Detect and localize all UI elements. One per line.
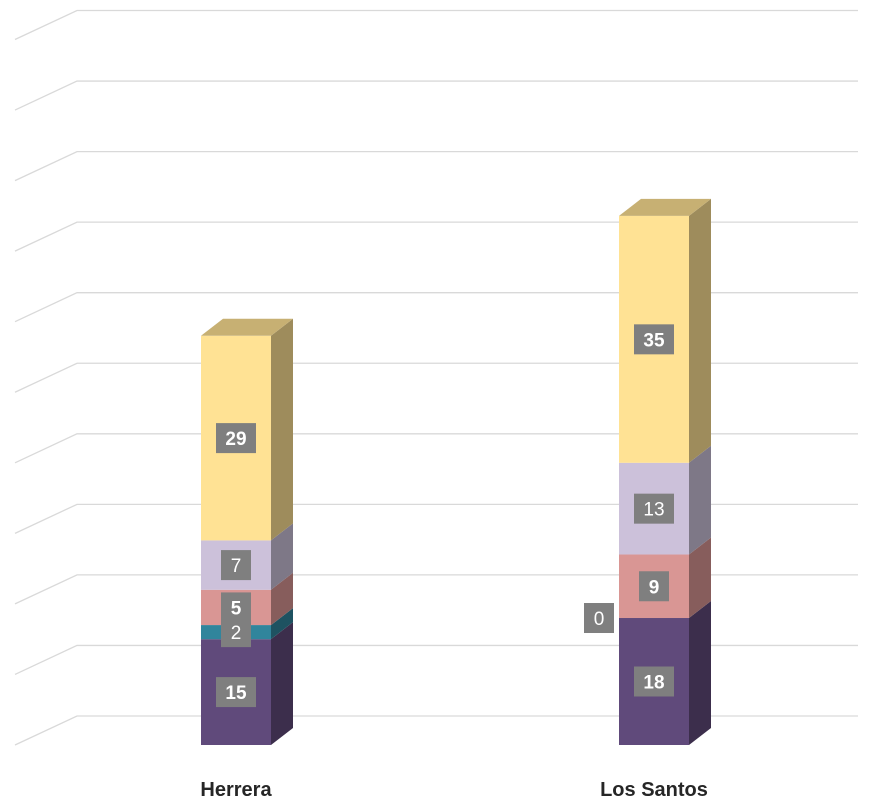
bars bbox=[201, 198, 711, 745]
data-label-box bbox=[221, 550, 251, 581]
bar-side bbox=[689, 445, 711, 555]
bar-side bbox=[271, 608, 293, 640]
bar-side bbox=[689, 601, 711, 745]
gridline bbox=[14, 9, 858, 41]
gridline bbox=[14, 221, 858, 252]
data-label-box bbox=[634, 324, 674, 355]
gridline bbox=[14, 362, 858, 393]
data-label: 7 bbox=[231, 556, 242, 577]
data-label: 29 bbox=[225, 429, 246, 450]
data-label: 5 bbox=[231, 598, 242, 619]
category-label-los-santos: Los Santos bbox=[600, 779, 708, 801]
data-label-box bbox=[221, 592, 251, 623]
data-labels: 15 2 5 7 29 18 0 9 13 35 bbox=[216, 324, 674, 708]
data-label-box bbox=[634, 493, 674, 524]
category-labels: Herrera Los Santos bbox=[200, 779, 707, 801]
gridline bbox=[14, 644, 858, 676]
bar-side bbox=[271, 318, 293, 541]
data-label: 15 bbox=[225, 683, 247, 704]
data-label: 18 bbox=[643, 673, 664, 694]
gridline bbox=[14, 503, 858, 534]
data-label: 13 bbox=[643, 500, 664, 521]
gridline bbox=[14, 80, 858, 111]
data-label: 0 bbox=[594, 609, 605, 630]
data-label-box bbox=[584, 603, 614, 634]
gridline bbox=[14, 715, 858, 746]
bar-side bbox=[271, 622, 293, 745]
data-label-box bbox=[639, 571, 669, 602]
data-label: 9 bbox=[649, 577, 660, 598]
data-label-box bbox=[216, 677, 256, 708]
data-label-box bbox=[216, 423, 256, 454]
gridline bbox=[14, 433, 858, 464]
bar-top bbox=[201, 318, 293, 336]
bar-side bbox=[689, 537, 711, 619]
gridline bbox=[14, 292, 858, 323]
data-label-box bbox=[634, 666, 674, 697]
bar-side bbox=[689, 198, 711, 463]
category-label-herrera: Herrera bbox=[200, 779, 272, 801]
bar-side bbox=[271, 572, 293, 626]
bar-top bbox=[619, 198, 711, 216]
data-label: 2 bbox=[231, 623, 242, 644]
gridline bbox=[14, 574, 858, 605]
gridlines bbox=[14, 9, 858, 746]
bar-side bbox=[271, 523, 293, 590]
data-label: 35 bbox=[643, 330, 665, 351]
gridline bbox=[14, 150, 858, 182]
